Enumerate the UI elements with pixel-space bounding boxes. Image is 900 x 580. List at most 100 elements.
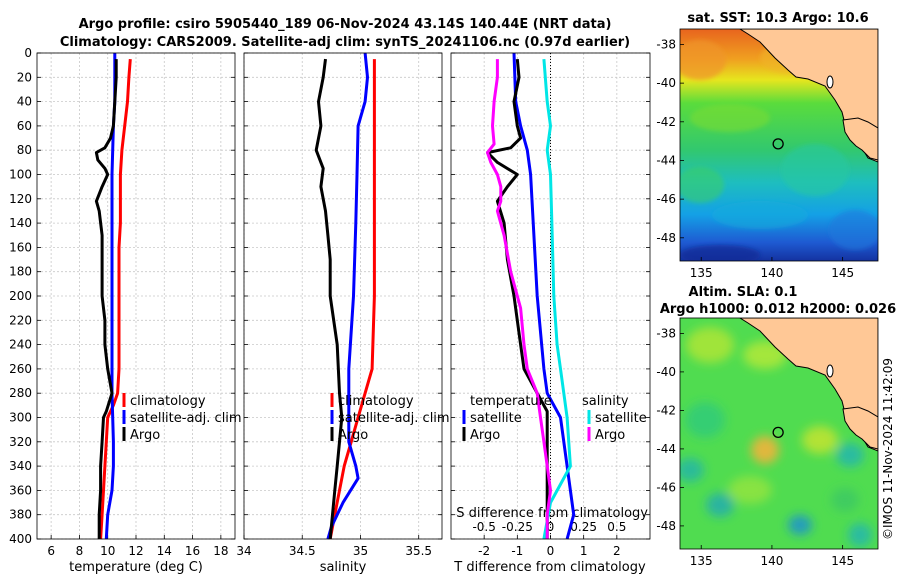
secondary-x-tick-label: -0.25: [502, 520, 533, 534]
y-tick-label: -46: [656, 480, 676, 494]
y-tick-label: 200: [9, 289, 32, 303]
x-tick-label: 34.5: [289, 544, 316, 558]
series-line-climatology: [99, 58, 132, 540]
secondary-x-tick-label: 0.25: [570, 520, 597, 534]
credit-text: ©IMOS 11-Nov-2024 11:42:09: [881, 358, 895, 540]
king-island: [826, 364, 834, 378]
series-line-temperature-argo: [486, 58, 549, 539]
y-tick-label: 80: [17, 143, 32, 157]
secondary-x-tick-label: -0.5: [472, 520, 495, 534]
y-tick-label: -38: [656, 326, 676, 340]
figure-title-line2: Climatology: CARS2009. Satellite-adj cli…: [60, 35, 630, 50]
x-tick-label: 10: [100, 544, 115, 558]
series-line-argo: [314, 58, 344, 540]
x-tick-label: 35: [353, 544, 368, 558]
y-tick-label: 20: [17, 70, 32, 84]
x-tick-label: 145: [831, 266, 854, 280]
y-tick-label: -38: [656, 37, 676, 51]
king-island: [826, 75, 834, 89]
y-tick-label: -42: [656, 115, 676, 129]
difference-legend-temperature: temperature satellite Argo: [462, 394, 552, 443]
y-tick-label: -46: [656, 192, 676, 206]
y-tick-label: 380: [9, 508, 32, 522]
legend-label-satellite-clim: satellite-adj. clim: [130, 411, 242, 426]
legend-label-satellite-clim: satellite-adj. clim: [338, 411, 450, 426]
salinity-panel: 34 34.5 35 35.5 salinity: [236, 52, 443, 575]
y-tick-label: 100: [9, 168, 32, 182]
y-tick-label: 180: [9, 265, 32, 279]
x-tick-label: 0: [547, 544, 555, 558]
series-line-satellite-adj-clim: [326, 52, 369, 540]
legend-label-climatology: climatology: [130, 394, 206, 409]
y-tick-label: -44: [656, 153, 676, 167]
tasmania: [842, 406, 878, 450]
sla-map-title-line2: Argo h1000: 0.012 h2000: 0.026: [660, 302, 896, 317]
y-tick-label: -48: [656, 519, 676, 533]
y-tick-label: 140: [9, 216, 32, 230]
y-tick-label: 300: [9, 411, 32, 425]
legend-label-climatology: climatology: [338, 394, 414, 409]
secondary-x-tick-label: 0.5: [607, 520, 626, 534]
grid: [37, 52, 235, 540]
legend-label-temp-satellite: satellite: [470, 411, 522, 426]
x-axis-label: temperature (deg C): [69, 560, 203, 575]
difference-legend-salinity: salinity satellite Argo: [582, 394, 647, 443]
series-line-temperature-satellite: [512, 52, 576, 540]
x-axis-label: T difference from climatology: [453, 560, 646, 575]
x-tick-label: 12: [128, 544, 143, 558]
y-tick-label: 320: [9, 435, 32, 449]
y-tick-label: -40: [656, 365, 676, 379]
tasmania: [842, 117, 878, 161]
y-tick-label: 160: [9, 240, 32, 254]
y-tick-label: -44: [656, 442, 676, 456]
x-tick-label: 140: [760, 266, 783, 280]
legend-label-argo: Argo: [338, 428, 368, 443]
australia-coast: [739, 318, 878, 452]
y-tick-label: 240: [9, 338, 32, 352]
legend-label-sal-argo: Argo: [595, 428, 625, 443]
x-tick-label: 16: [185, 544, 200, 558]
x-axis-label: salinity: [320, 560, 367, 575]
salinity-legend: climatology satellite-adj. clim Argo: [330, 393, 450, 443]
axes-box: [36, 52, 236, 540]
y-tick-label: -42: [656, 403, 676, 417]
temperature-legend: climatology satellite-adj. clim Argo: [122, 393, 242, 443]
sla-texture: [680, 327, 872, 547]
y-tick-label: 340: [9, 459, 32, 473]
y-tick-label: -40: [656, 76, 676, 90]
x-tick-label: -2: [478, 544, 490, 558]
x-tick-label: 145: [831, 554, 854, 568]
x-tick-label: 140: [760, 554, 783, 568]
y-tick-label: 120: [9, 192, 32, 206]
x-tick-label: 14: [157, 544, 172, 558]
argo-position-marker: [772, 426, 784, 438]
secondary-x-axis-label: S difference from climatology: [456, 506, 648, 521]
y-tick-label: 400: [9, 532, 32, 546]
map-frame: [679, 28, 879, 262]
x-tick-label: 135: [690, 554, 713, 568]
map-frame: [679, 317, 879, 550]
difference-panel: -2 -1 0 1 2 -0.5 -0.25 0 0.25 0.5S difference fro…: [450, 52, 651, 575]
series-line-salinity-satellite: [542, 58, 572, 540]
secondary-x-tick-label: 0: [547, 520, 555, 534]
legend-label-argo: Argo: [130, 428, 160, 443]
series-line-argo: [94, 59, 118, 539]
axes-box: [450, 52, 651, 540]
x-tick-label: 1: [580, 544, 588, 558]
y-tick-label: 40: [17, 95, 32, 109]
figure-title-line1: Argo profile: csiro 5905440_189 06-Nov-2…: [79, 17, 612, 32]
sla-map-title-line1: Altim. SLA: 0.1: [689, 285, 798, 300]
x-tick-label: 34: [236, 544, 251, 558]
grid: [243, 52, 442, 540]
y-tick-label: 220: [9, 313, 32, 327]
legend-title-temperature: temperature: [470, 394, 552, 409]
y-tick-label: -48: [656, 231, 676, 245]
legend-title-salinity: salinity: [582, 394, 629, 409]
sst-map: [680, 29, 878, 261]
australia-coast: [739, 29, 878, 163]
y-tick-label: 360: [9, 483, 32, 497]
y-tick-label: 260: [9, 362, 32, 376]
sst-map-title: sat. SST: 10.3 Argo: 10.6: [687, 11, 868, 26]
legend-label-temp-argo: Argo: [470, 428, 500, 443]
